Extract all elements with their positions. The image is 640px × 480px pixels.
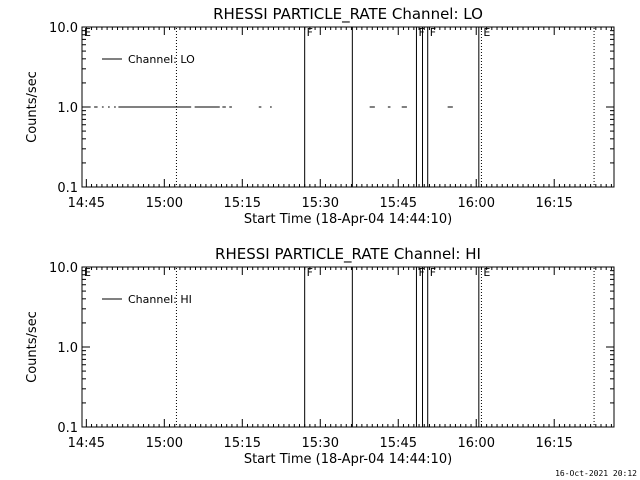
flag-annotation: F <box>430 266 436 279</box>
flag-annotation: F <box>307 26 313 39</box>
footer-date: 16-Oct-2021 20:12 <box>555 469 637 478</box>
x-tick-label: 15:00 <box>146 196 183 211</box>
y-axis-label: Counts/sec <box>25 311 40 383</box>
x-tick-label: 15:15 <box>224 436 261 451</box>
x-tick-label: 15:45 <box>380 196 417 211</box>
y-tick-label: 10.0 <box>49 21 78 36</box>
y-tick-label: 10.0 <box>49 261 78 276</box>
x-tick-label: 16:00 <box>458 196 495 211</box>
chart-title: RHESSI PARTICLE_RATE Channel: HI <box>215 245 481 264</box>
legend-label: Channel: HI <box>128 293 192 306</box>
x-tick-label: 15:30 <box>302 196 339 211</box>
x-axis-label: Start Time (18-Apr-04 14:44:10) <box>244 452 452 467</box>
y-tick-label: 0.1 <box>57 181 78 196</box>
flag-annotation: E <box>483 266 490 279</box>
legend-label: Channel: LO <box>128 53 195 66</box>
flag-annotation: F <box>418 26 424 39</box>
flag-annotation: F <box>307 266 313 279</box>
flag-annotation: E <box>84 266 91 279</box>
flag-annotation: E <box>84 26 91 39</box>
x-axis-label: Start Time (18-Apr-04 14:44:10) <box>244 212 452 227</box>
x-tick-label: 14:45 <box>68 436 105 451</box>
y-axis-label: Counts/sec <box>25 71 40 143</box>
flag-annotation: F <box>430 26 436 39</box>
x-tick-label: 15:15 <box>224 196 261 211</box>
x-tick-label: 15:30 <box>302 436 339 451</box>
chart-title: RHESSI PARTICLE_RATE Channel: LO <box>213 5 483 24</box>
x-tick-label: 16:00 <box>458 436 495 451</box>
y-tick-label: 1.0 <box>57 341 78 356</box>
x-tick-label: 15:45 <box>380 436 417 451</box>
y-tick-label: 1.0 <box>57 101 78 116</box>
x-tick-label: 15:00 <box>146 436 183 451</box>
x-tick-label: 16:15 <box>535 196 572 211</box>
flag-annotation: F <box>418 266 424 279</box>
x-tick-label: 16:15 <box>535 436 572 451</box>
flag-annotation: E <box>483 26 490 39</box>
x-tick-label: 14:45 <box>68 196 105 211</box>
y-tick-label: 0.1 <box>57 421 78 436</box>
